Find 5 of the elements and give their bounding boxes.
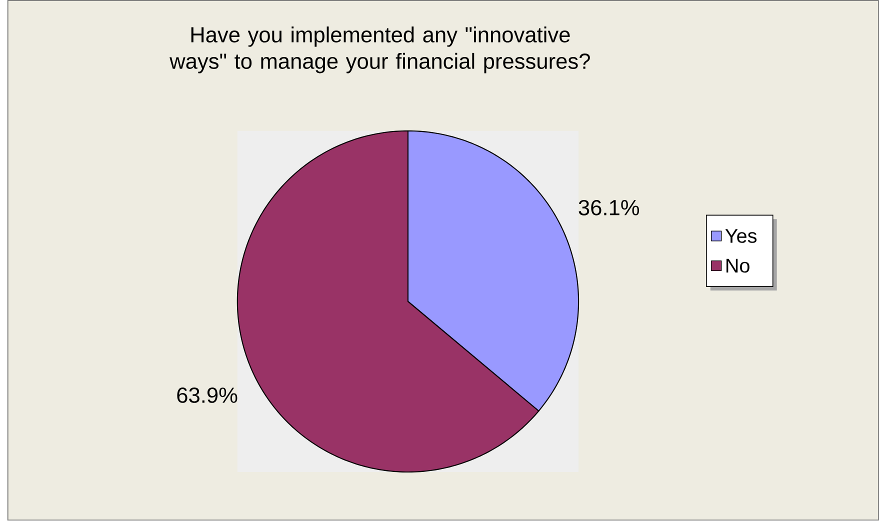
chart-title: Have you implemented any "innovative ways" to manage your financial pressures? <box>170 26 590 74</box>
legend-label: Yes <box>725 229 757 244</box>
legend-label: No <box>726 259 750 273</box>
data-label: 63.9% <box>177 388 238 404</box>
data-label: 36.1% <box>578 200 640 216</box>
